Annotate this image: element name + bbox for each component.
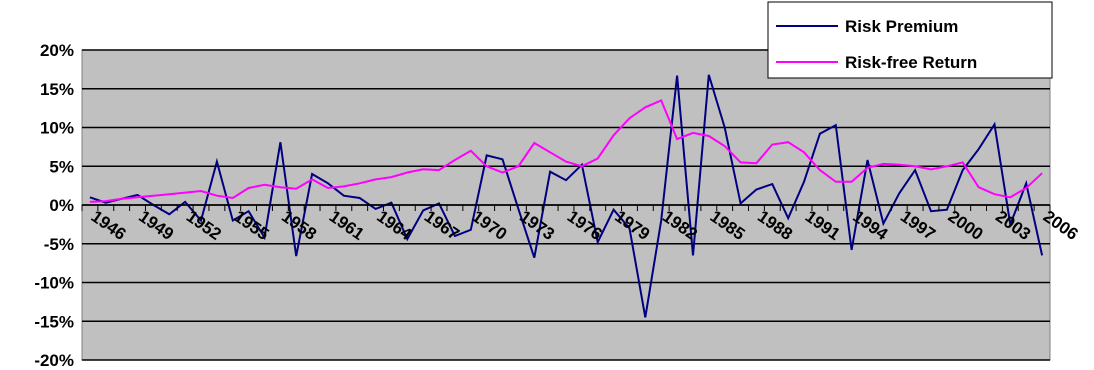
lines <box>89 74 1044 318</box>
legend <box>767 1 1053 79</box>
y-tick-label: 5% <box>49 157 74 176</box>
y-tick-label: 10% <box>40 119 74 138</box>
y-tick-label: -20% <box>34 351 74 370</box>
axis <box>81 204 1051 211</box>
legend-label: Risk-free Return <box>845 53 977 72</box>
legend-box <box>767 1 1053 79</box>
series-line <box>89 99 1043 203</box>
y-tick-label: 20% <box>40 41 74 60</box>
y-tick-label: -10% <box>34 274 74 293</box>
series-line <box>89 74 1044 318</box>
y-tick-label: -15% <box>34 312 74 331</box>
y-tick-label: 15% <box>40 80 74 99</box>
y-tick-label: 0% <box>49 196 74 215</box>
y-tick-label: -5% <box>44 235 74 254</box>
legend-label: Risk Premium <box>845 17 958 36</box>
